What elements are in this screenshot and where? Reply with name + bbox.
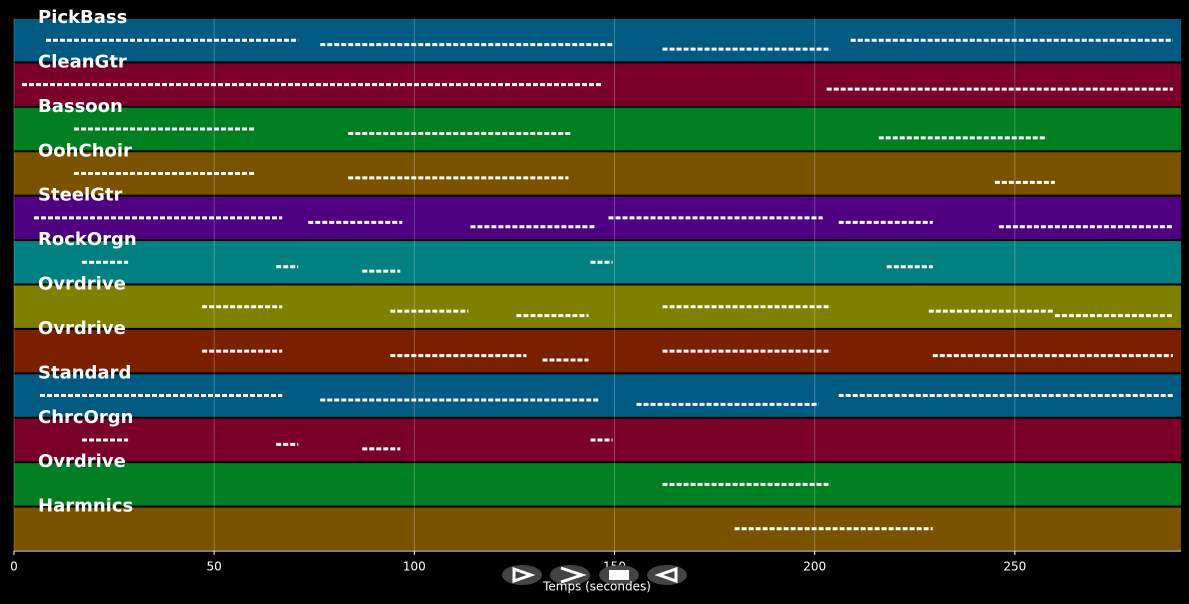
track-name: Bassoon	[38, 96, 123, 117]
x-tick-label: 50	[207, 560, 222, 574]
track-name: Standard	[38, 362, 131, 383]
notes	[22, 38, 1173, 531]
x-axis-label: Temps (secondes)	[542, 580, 651, 594]
track-name: CleanGtr	[38, 51, 127, 72]
track-name: Ovrdrive	[38, 274, 126, 295]
rewind-button[interactable]	[647, 565, 687, 585]
track-row	[14, 285, 1181, 328]
x-tick-label: 0	[10, 560, 18, 574]
track-name: RockOrgn	[38, 229, 137, 250]
play-button[interactable]	[502, 565, 542, 585]
stop-button[interactable]	[599, 565, 639, 585]
x-tick-label: 100	[403, 560, 426, 574]
track-name: ChrcOrgn	[38, 407, 133, 428]
track-name: Harmnics	[38, 496, 133, 517]
track-row	[14, 329, 1181, 373]
forward-button[interactable]	[550, 565, 590, 585]
track-row	[14, 507, 1181, 550]
track-labels: PickBass CleanGtr Bassoon OohChoir SteelGtr R…	[38, 7, 137, 517]
track-name: SteelGtr	[38, 185, 123, 206]
track-name: Ovrdrive	[38, 318, 126, 339]
track-name: PickBass	[38, 7, 127, 28]
grid	[13, 18, 1016, 551]
x-tick-label: 250	[1003, 560, 1026, 574]
track-name: OohChoir	[38, 140, 132, 161]
controls	[502, 565, 687, 585]
track-row	[14, 463, 1181, 506]
track-name: Ovrdrive	[38, 451, 126, 472]
track-row	[14, 196, 1181, 240]
x-tick-label: 200	[803, 560, 826, 574]
